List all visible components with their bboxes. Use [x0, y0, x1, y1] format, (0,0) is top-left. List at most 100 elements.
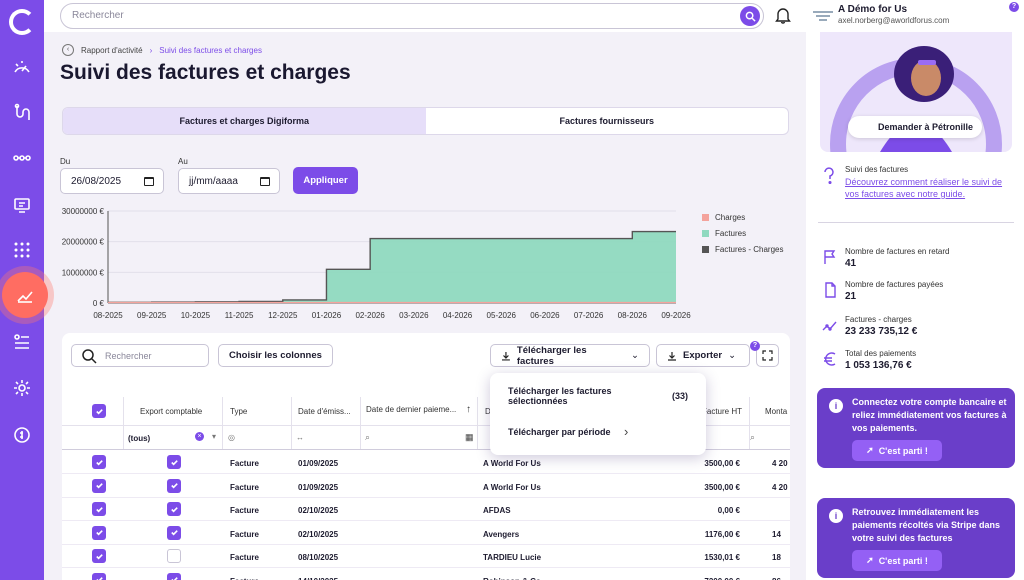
clear-filter-icon[interactable]: × — [195, 432, 204, 441]
row-select-checkbox[interactable] — [92, 572, 106, 580]
legend-swatch-factures — [702, 230, 709, 237]
cell-type: Facture — [230, 482, 259, 492]
legend-swatch-charges — [702, 214, 709, 221]
header-client[interactable]: D — [485, 407, 491, 416]
promo-text: Retrouvez immédiatement les paiements ré… — [852, 507, 1001, 543]
search-icon[interactable]: ⌕ — [750, 432, 756, 442]
legend-label-net: Factures - Charges — [715, 245, 784, 254]
calendar-icon[interactable] — [144, 177, 154, 186]
help-icon[interactable]: ? — [1009, 2, 1019, 12]
table-row[interactable]: Facture 02/10/2025 AFDAS 0,00 € — [62, 498, 790, 521]
account-name[interactable]: A Démo for Us — [838, 4, 908, 15]
export-filter-value[interactable]: (tous) — [128, 434, 151, 443]
flag-icon — [824, 250, 836, 264]
y-tick-label: 30000000 € — [62, 207, 105, 216]
table-row[interactable]: Facture 02/10/2025 Avengers 1176,00 € 14 — [62, 522, 790, 545]
apply-button[interactable]: Appliquer — [293, 167, 358, 194]
stat-label: Nombre de factures payées — [845, 280, 944, 289]
promo-bank-card: i Connectez votre compte bancaire et rel… — [817, 388, 1015, 468]
legend-item-charges[interactable]: Charges — [702, 213, 783, 222]
export-button[interactable]: Exporter ⌄ — [656, 344, 750, 367]
chevron-right-icon: › — [624, 424, 629, 439]
calendar-icon[interactable] — [260, 177, 270, 186]
menu-item-download-selected[interactable]: Télécharger les factures sélectionnées — [508, 386, 612, 406]
promo-text: Connectez votre compte bancaire et relie… — [852, 397, 1007, 433]
stat-value: 41 — [845, 258, 857, 269]
export-checkbox[interactable] — [167, 455, 181, 469]
tabs: Factures et charges Digiforma Factures f… — [62, 107, 789, 135]
organization-logo-icon — [813, 11, 833, 21]
page-title: Suivi des factures et charges — [60, 61, 351, 84]
route-icon[interactable] — [0, 98, 44, 128]
filter-eye-icon[interactable]: ◎ — [228, 433, 235, 442]
export-checkbox[interactable] — [167, 502, 181, 516]
table-row[interactable]: Facture 01/09/2025 A World For Us 3500,00 €… — [62, 451, 790, 474]
legend-item-factures[interactable]: Factures — [702, 229, 783, 238]
x-tick-label: 04-2026 — [443, 311, 473, 320]
search-icon[interactable] — [740, 6, 760, 26]
to-date-input[interactable]: jj/mm/aaaa — [178, 168, 280, 194]
fullscreen-button[interactable] — [756, 344, 779, 367]
table-row[interactable]: Facture 14/10/2025 Robinson & Co 7200,00 € 8… — [62, 569, 790, 580]
breadcrumb-parent[interactable]: Rapport d'activité — [81, 45, 143, 55]
tab-supplier-invoices[interactable]: Factures fournisseurs — [559, 116, 655, 126]
global-search-input[interactable]: Rechercher — [60, 3, 764, 29]
reports-nav-active[interactable] — [2, 272, 48, 318]
row-select-checkbox[interactable] — [92, 549, 106, 563]
tab-digiforma[interactable]: Factures et charges Digiforma — [63, 108, 426, 134]
network-icon[interactable] — [0, 143, 44, 173]
divider — [818, 222, 1014, 223]
settings-gear-icon[interactable] — [0, 373, 44, 403]
export-checkbox[interactable] — [167, 525, 181, 540]
column-divider — [477, 397, 478, 449]
row-select-checkbox[interactable] — [92, 525, 106, 540]
back-arrow-icon[interactable]: ‹ — [62, 44, 74, 56]
cell-date: 14/10/2025 — [298, 577, 338, 580]
billing-icon[interactable] — [0, 420, 44, 450]
promo-bank-cta-button[interactable]: ➚ C'est parti ! — [852, 440, 942, 461]
header-export[interactable]: Export comptable — [140, 407, 203, 416]
table-search-input[interactable]: Rechercher — [71, 344, 209, 367]
cell-name: A World For Us — [483, 482, 541, 492]
download-icon — [668, 351, 676, 361]
header-payment-date[interactable]: Date de dernier paieme... — [366, 405, 457, 414]
training-icon[interactable] — [0, 190, 44, 220]
ask-petronille-button[interactable]: Demander à Pétronille — [848, 116, 982, 138]
export-checkbox[interactable] — [167, 549, 181, 563]
chevron-down-icon[interactable]: ▾ — [212, 432, 217, 441]
notifications-bell-icon[interactable] — [775, 6, 791, 24]
export-checkbox[interactable] — [167, 572, 181, 580]
column-divider — [291, 397, 292, 449]
from-date-input[interactable]: 26/08/2025 — [60, 168, 164, 194]
menu-item-download-period[interactable]: Télécharger par période — [508, 427, 611, 437]
help-guide-link[interactable]: Découvrez comment réaliser le suivi de v… — [845, 177, 1003, 199]
export-checkbox[interactable] — [167, 478, 181, 493]
header-type[interactable]: Type — [230, 407, 248, 416]
apps-grid-icon[interactable] — [0, 235, 44, 265]
promo-stripe-cta-button[interactable]: ➚ C'est parti ! — [852, 550, 942, 571]
header-date[interactable]: Date d'émiss... — [298, 407, 351, 416]
table-row[interactable]: Facture 08/10/2025 TARDIEU Lucie 1530,01 € 1… — [62, 545, 790, 568]
search-icon[interactable]: ⌕ — [365, 432, 371, 442]
choose-columns-button[interactable]: Choisir les colonnes — [218, 344, 333, 367]
select-all-checkbox[interactable] — [92, 404, 106, 418]
row-select-checkbox[interactable] — [92, 478, 106, 493]
legend-item-net[interactable]: Factures - Charges — [702, 245, 783, 254]
row-select-checkbox[interactable] — [92, 455, 106, 469]
table-row[interactable]: Facture 01/09/2025 A World For Us 3500,00 €… — [62, 475, 790, 498]
header-ht[interactable]: Facture HT — [702, 407, 743, 416]
x-tick-label: 01-2026 — [312, 311, 342, 320]
expand-icon — [762, 350, 773, 361]
app-logo[interactable] — [9, 9, 35, 35]
calendar-icon[interactable]: ▦ — [465, 432, 474, 442]
download-invoices-button[interactable]: Télécharger les factures ⌄ — [490, 344, 650, 367]
row-select-checkbox[interactable] — [92, 502, 106, 516]
help-badge-icon[interactable]: ? — [750, 341, 760, 351]
breadcrumb-current: Suivi des factures et charges — [159, 45, 262, 55]
sort-arrow-icon[interactable]: ↑ — [466, 404, 471, 415]
dashboard-gauge-icon[interactable] — [0, 52, 44, 82]
cell-name: A World For Us — [483, 459, 541, 468]
header-amount[interactable]: Monta — [765, 407, 788, 416]
date-range-icon[interactable]: ↔ — [296, 433, 304, 442]
list-settings-icon[interactable] — [0, 327, 44, 357]
